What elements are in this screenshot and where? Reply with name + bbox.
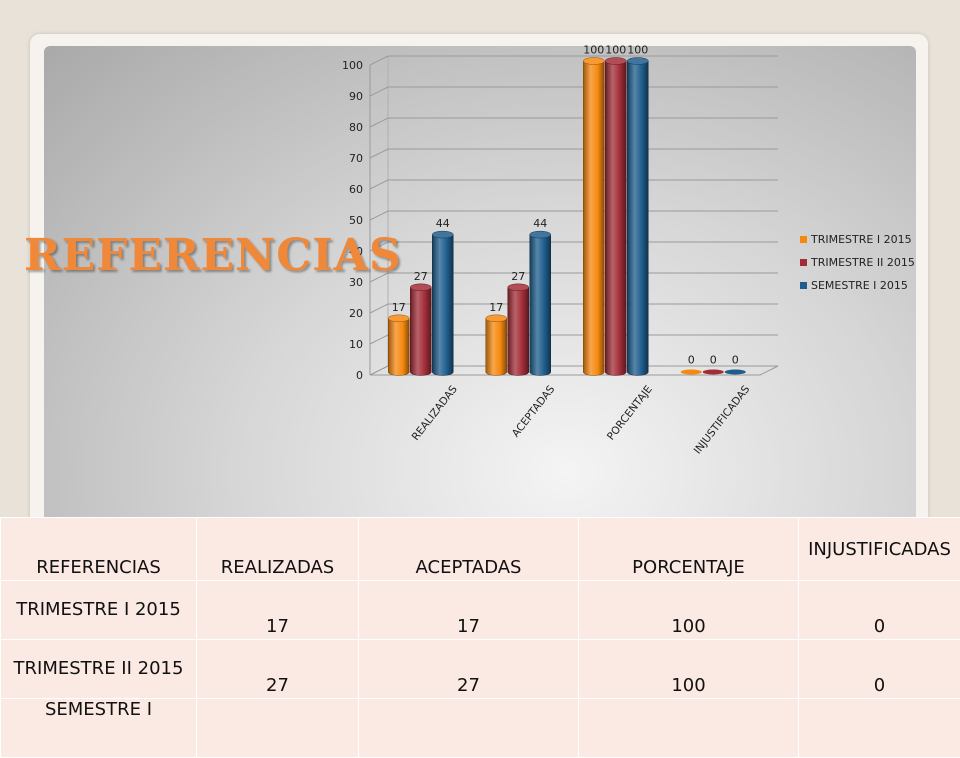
table-cell: TRIMESTRE I 2015 [1, 581, 197, 640]
gridline-side [370, 87, 388, 96]
y-tick-label: 70 [349, 152, 363, 165]
table-header-cell: ACEPTADAS [359, 518, 579, 581]
bar [703, 370, 724, 375]
legend-label-2: SEMESTRE I 2015 [811, 279, 908, 292]
table-row: TRIMESTRE II 2015 27 27 100 0 [1, 640, 960, 699]
table-cell: 0 [799, 581, 960, 640]
table-header-cell: PORCENTAJE [579, 518, 799, 581]
bar [530, 231, 551, 375]
bar [681, 370, 702, 375]
data-label: 44 [436, 217, 450, 230]
gridline-side [370, 56, 388, 65]
x-tick-label: INJUSTIFICADAS [692, 383, 753, 456]
gridline-side [370, 211, 388, 220]
bar [583, 58, 604, 376]
x-tick-label: REALIZADAS [410, 383, 460, 443]
data-label: 100 [627, 44, 648, 57]
gridline-side [370, 180, 388, 189]
data-label: 17 [392, 301, 406, 314]
table-row: SEMESTRE I [1, 699, 960, 758]
gridline-side [370, 335, 388, 344]
table-header-cell: REFERENCIAS [1, 518, 197, 581]
y-tick-label: 0 [356, 369, 363, 382]
legend-swatch-1 [800, 259, 807, 266]
data-label: 0 [688, 354, 695, 367]
y-tick-label: 10 [349, 338, 363, 351]
data-label: 44 [533, 217, 547, 230]
table-cell: 0 [799, 640, 960, 699]
table-cell: 17 [359, 581, 579, 640]
table-header-cell: REALIZADAS [197, 518, 359, 581]
bar [605, 58, 626, 376]
legend-swatch-2 [800, 282, 807, 289]
table-cell: SEMESTRE I [1, 699, 197, 758]
bar [432, 231, 453, 375]
bar [725, 370, 746, 375]
y-tick-label: 50 [349, 214, 363, 227]
y-tick-label: 60 [349, 183, 363, 196]
x-tick-label: ACEPTADAS [510, 383, 558, 439]
table-cell [579, 699, 799, 758]
legend-label-0: TRIMESTRE I 2015 [811, 233, 912, 246]
table-cell [359, 699, 579, 758]
y-tick-label: 90 [349, 90, 363, 103]
gridline-side [370, 366, 388, 375]
table-row: TRIMESTRE I 2015 17 17 100 0 [1, 581, 960, 640]
bar [388, 315, 409, 376]
slide-title: REFERENCIAS [24, 230, 402, 281]
data-label: 27 [414, 270, 428, 283]
table-header-cell: INJUSTIFICADAS [799, 518, 960, 581]
table-cell [799, 699, 960, 758]
data-label: 100 [605, 44, 626, 57]
gridline-side [370, 304, 388, 313]
legend-item-2: SEMESTRE I 2015 [800, 274, 915, 297]
gridline-side [370, 118, 388, 127]
legend-item-1: TRIMESTRE II 2015 [800, 251, 915, 274]
legend-swatch-0 [800, 236, 807, 243]
table-cell: 100 [579, 581, 799, 640]
table-cell [197, 699, 359, 758]
data-label: 0 [732, 354, 739, 367]
data-label: 27 [511, 270, 525, 283]
y-tick-label: 80 [349, 121, 363, 134]
bar [508, 284, 529, 376]
legend-label-1: TRIMESTRE II 2015 [811, 256, 915, 269]
table-cell: 27 [359, 640, 579, 699]
y-tick-label: 20 [349, 307, 363, 320]
x-axis: REALIZADAS ACEPTADAS PORCENTAJE INJUSTIFICA… [410, 383, 753, 456]
data-label: 100 [583, 44, 604, 57]
chart-legend: TRIMESTRE I 2015 TRIMESTRE II 2015 SEMES… [800, 228, 915, 297]
y-tick-label: 100 [342, 59, 363, 72]
bar [627, 58, 648, 376]
table-cell: TRIMESTRE II 2015 [1, 640, 197, 699]
table-cell: 100 [579, 640, 799, 699]
data-table: REFERENCIAS REALIZADAS ACEPTADAS PORCENT… [0, 517, 960, 758]
table-header-row: REFERENCIAS REALIZADAS ACEPTADAS PORCENT… [1, 518, 960, 581]
gridline-side [370, 149, 388, 158]
table-cell: 27 [197, 640, 359, 699]
bar [410, 284, 431, 376]
x-tick-label: PORCENTAJE [605, 383, 655, 442]
legend-item-0: TRIMESTRE I 2015 [800, 228, 915, 251]
bar [486, 315, 507, 376]
table-cell: 17 [197, 581, 359, 640]
data-label: 0 [710, 354, 717, 367]
data-label: 17 [489, 301, 503, 314]
